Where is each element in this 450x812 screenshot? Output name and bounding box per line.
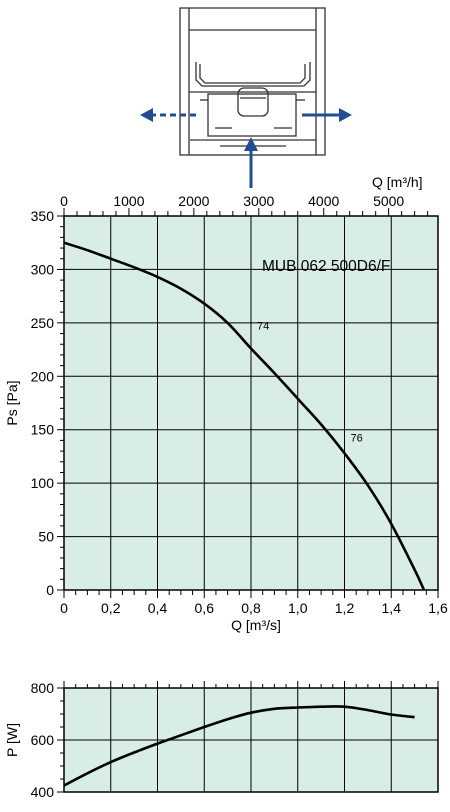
power-y-tick-labels: 400 600 800: [31, 680, 55, 800]
x-tick-label: 1,6: [428, 600, 448, 616]
x-tick-label: 0,6: [195, 600, 215, 616]
fan-unit-airflow-diagram-icon: [179, 7, 326, 156]
airflow-arrows: [140, 108, 352, 188]
arrowhead-up-icon: [244, 137, 258, 151]
x2-tick-label: 5000: [373, 193, 404, 209]
y-tick-label: 200: [31, 368, 55, 384]
x2-tick-label: 3000: [243, 193, 274, 209]
x-axis-title: Q [m³/s]: [231, 617, 281, 633]
power-chart: 400 600 800 P [W]: [4, 680, 439, 800]
pressure-y-tick-labels: 0 50 100 150 200 250 300 350: [31, 208, 55, 598]
curve-annotation-label: 74: [257, 321, 269, 333]
power-y-tick-label: 600: [31, 732, 55, 748]
y-tick-label: 300: [31, 261, 55, 277]
x-tick-label: 0,8: [241, 600, 261, 616]
x-tick-label: 0,2: [101, 600, 121, 616]
y-tick-label: 350: [31, 208, 55, 224]
power-grid: [64, 688, 438, 792]
pressure-x-tick-labels: 0 0,2 0,4 0,6 0,8 1,0 1,2 1,4 1,6: [60, 600, 448, 616]
x-tick-label: 1,0: [288, 600, 308, 616]
power-y-tick-label: 400: [31, 784, 55, 800]
x2-tick-label: 4000: [308, 193, 339, 209]
power-curve: [63, 705, 415, 787]
x-tick-label: 0: [60, 600, 68, 616]
secondary-x-axis-title: Q [m³/h]: [372, 174, 423, 190]
y-tick-label: 0: [46, 582, 54, 598]
x2-tick-label: 1000: [113, 193, 144, 209]
y-axis-title: Ps [Pa]: [4, 380, 20, 425]
x-tick-label: 1,2: [335, 600, 355, 616]
x2-tick-label: 2000: [178, 193, 209, 209]
y-tick-label: 50: [38, 529, 54, 545]
x2-tick-label: 0: [60, 193, 68, 209]
arrowhead-left-icon: [140, 108, 153, 122]
pressure-minor-ticks: [57, 208, 439, 598]
pressure-chart: 0 0,2 0,4 0,6 0,8 1,0 1,2 1,4 1,6 0 50 100 150 200 25…: [4, 174, 448, 633]
pressure-grid: [64, 216, 438, 590]
model-label: MUB 062 500D6/F: [262, 258, 390, 275]
power-y-axis-title: P [W]: [4, 723, 20, 757]
x-tick-label: 1,4: [382, 600, 402, 616]
power-y-tick-label: 800: [31, 680, 55, 696]
arrowhead-right-icon: [339, 108, 352, 122]
curve-annotation-label: 76: [351, 433, 363, 445]
y-tick-label: 150: [31, 422, 55, 438]
x-tick-label: 0,4: [148, 600, 168, 616]
flow-m3h-tick-labels: 0 1000 2000 3000 4000 5000: [60, 193, 404, 209]
y-tick-label: 100: [31, 475, 55, 491]
pressure-curve: [63, 241, 426, 591]
power-minor-ticks: [57, 681, 439, 793]
curve-annotations: 74 76: [257, 321, 363, 445]
y-tick-label: 250: [31, 315, 55, 331]
